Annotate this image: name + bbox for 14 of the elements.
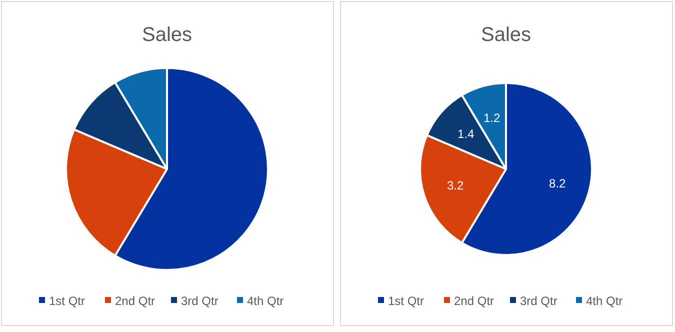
data-label: 3.2 — [446, 178, 464, 193]
legend-label: 1st Qtr — [49, 294, 86, 308]
legend-label: 1st Qtr — [388, 294, 424, 308]
legend-label: 4th Qtr — [586, 294, 623, 308]
legend-label: 3rd Qtr — [181, 294, 218, 308]
legend-label: 3rd Qtr — [520, 294, 558, 308]
data-label: 8.2 — [549, 176, 566, 190]
legend-label: 2nd Qtr — [115, 294, 156, 308]
data-label: 1.2 — [483, 110, 500, 125]
legend-label: 2nd Qtr — [454, 294, 494, 308]
chart-title: Sales — [480, 24, 532, 46]
data-label: 1.4 — [458, 127, 475, 142]
chart-title: Sales — [142, 24, 192, 46]
legend-label: 4th Qtr — [247, 294, 284, 308]
